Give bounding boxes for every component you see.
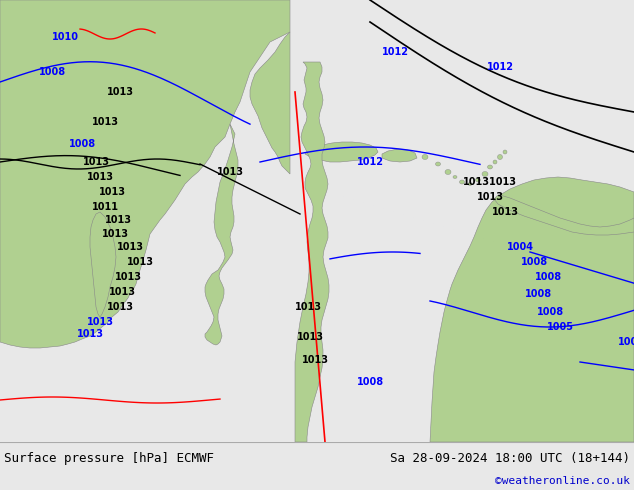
Ellipse shape xyxy=(436,162,441,166)
Text: 1008: 1008 xyxy=(356,377,384,387)
Polygon shape xyxy=(250,32,290,174)
Polygon shape xyxy=(0,0,290,348)
Ellipse shape xyxy=(445,170,451,174)
Text: 1013: 1013 xyxy=(107,87,134,97)
Text: 1013: 1013 xyxy=(297,332,323,342)
Text: 10131013: 10131013 xyxy=(463,177,517,187)
Polygon shape xyxy=(90,212,116,317)
Ellipse shape xyxy=(453,175,457,178)
Text: 1012: 1012 xyxy=(382,47,408,57)
Text: 1013: 1013 xyxy=(302,355,328,365)
Text: 1013: 1013 xyxy=(491,207,519,217)
Text: 1013: 1013 xyxy=(86,317,113,327)
Text: 1013: 1013 xyxy=(117,242,143,252)
Text: 100: 100 xyxy=(618,337,634,347)
Text: 1013: 1013 xyxy=(216,167,243,177)
Text: 1012: 1012 xyxy=(356,157,384,167)
Text: 1013: 1013 xyxy=(91,117,119,127)
Text: 1011: 1011 xyxy=(91,202,119,212)
Polygon shape xyxy=(382,149,417,162)
Ellipse shape xyxy=(476,178,481,182)
Ellipse shape xyxy=(482,172,488,176)
Text: Surface pressure [hPa] ECMWF: Surface pressure [hPa] ECMWF xyxy=(4,452,214,466)
Text: 1013: 1013 xyxy=(105,215,131,225)
Text: 1012: 1012 xyxy=(486,62,514,72)
Text: 1008: 1008 xyxy=(534,272,562,282)
Text: 1013: 1013 xyxy=(108,287,136,297)
Text: 1013: 1013 xyxy=(115,272,141,282)
Ellipse shape xyxy=(422,154,428,160)
Text: 1013: 1013 xyxy=(101,229,129,239)
Ellipse shape xyxy=(498,154,503,160)
Text: 1008: 1008 xyxy=(521,257,548,267)
Text: 1013: 1013 xyxy=(107,302,134,312)
Ellipse shape xyxy=(468,182,472,186)
Polygon shape xyxy=(305,142,378,162)
Ellipse shape xyxy=(460,180,465,184)
Polygon shape xyxy=(494,195,634,235)
Ellipse shape xyxy=(493,160,497,164)
Text: 1013: 1013 xyxy=(127,257,153,267)
Polygon shape xyxy=(295,62,329,442)
Text: 1010: 1010 xyxy=(51,32,79,42)
Text: Sa 28-09-2024 18:00 UTC (18+144): Sa 28-09-2024 18:00 UTC (18+144) xyxy=(390,452,630,466)
Ellipse shape xyxy=(488,165,493,169)
Text: 1013: 1013 xyxy=(295,302,321,312)
Text: 1013: 1013 xyxy=(82,157,110,167)
Text: 1008: 1008 xyxy=(524,289,552,299)
Text: 1013: 1013 xyxy=(98,187,126,197)
Polygon shape xyxy=(430,177,634,442)
Text: 1004: 1004 xyxy=(507,242,533,252)
Text: 1013: 1013 xyxy=(77,329,103,339)
Text: 1008: 1008 xyxy=(536,307,564,317)
Polygon shape xyxy=(205,124,238,345)
Text: 1013: 1013 xyxy=(86,172,113,182)
Text: ©weatheronline.co.uk: ©weatheronline.co.uk xyxy=(495,476,630,487)
Text: 1008: 1008 xyxy=(68,139,96,149)
Ellipse shape xyxy=(503,150,507,154)
Text: 1008: 1008 xyxy=(39,67,65,77)
Text: 1005: 1005 xyxy=(547,322,574,332)
Text: 1013: 1013 xyxy=(477,192,503,202)
